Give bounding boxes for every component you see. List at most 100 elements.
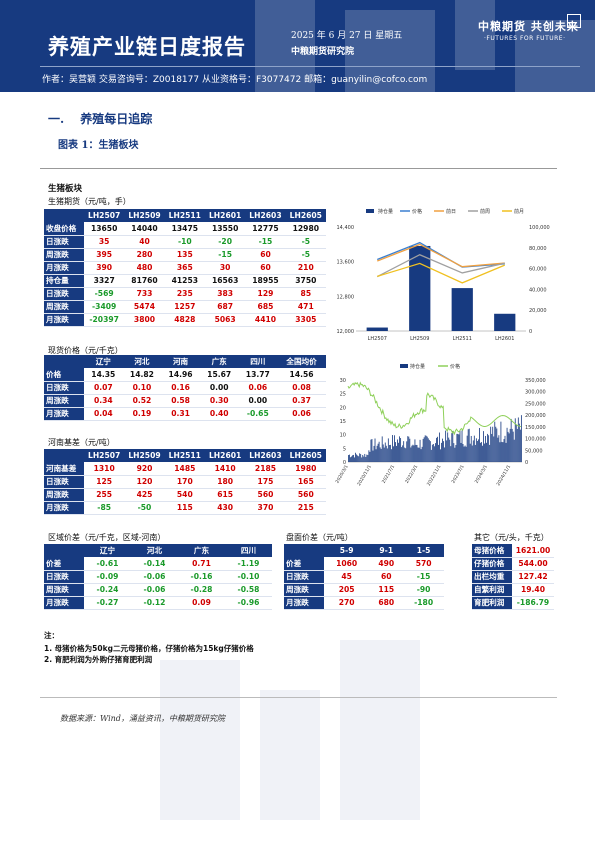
volume-bar xyxy=(509,428,511,462)
column-header xyxy=(284,544,324,557)
table-row: 月涨跌 -85 -50 115 430 370 215 xyxy=(44,501,326,515)
volume-bar xyxy=(385,445,387,462)
table-row: 收盘价格 13650 14040 13475 13550 12775 12980 xyxy=(44,222,326,236)
legend-label: 前月 xyxy=(514,208,524,215)
y-right-tick: 80,000 xyxy=(529,246,547,252)
volume-bar xyxy=(392,435,393,462)
row-header: 月涨跌 xyxy=(44,313,84,327)
volume-bar xyxy=(417,447,419,462)
volume-bar xyxy=(457,433,459,462)
y-right-tick: 0 xyxy=(529,329,532,335)
table-cell: 5063 xyxy=(204,313,246,327)
volume-bar xyxy=(485,435,486,462)
table-cell: 383 xyxy=(204,287,246,301)
row-header: 价格 xyxy=(44,368,84,382)
table-cell: 0.06 xyxy=(277,407,326,421)
column-header: LH2507 xyxy=(84,449,125,462)
volume-bar xyxy=(373,445,375,462)
volume-bar xyxy=(500,421,502,462)
volume-bar xyxy=(482,445,483,462)
table-cell: 0.40 xyxy=(199,407,239,421)
table-row: 自繁利润 19.40 xyxy=(472,583,554,597)
x-tick-label: 2023/7/1 xyxy=(450,464,465,485)
spread-label: 盘面价差（元/吨） xyxy=(286,533,353,542)
volume-bar xyxy=(455,445,457,462)
other-table: 母猪价格 1621.00 仔猪价格 544.00 出栏均重 127.42 自繁利润 19.40… xyxy=(472,544,554,610)
column-header: LH2509 xyxy=(124,449,165,462)
data-source: 数据来源：Wind，涌益资讯，中粮期货研究院 xyxy=(60,714,225,723)
table-row: 日涨跌 -0.09 -0.06 -0.16 -0.10 xyxy=(44,570,272,584)
y-right-tick: 20,000 xyxy=(529,308,547,314)
volume-bar xyxy=(366,454,368,462)
column-header: 河北 xyxy=(131,544,178,557)
futures-chart: 12,000 12,800 13,600 14,400 0 20,000 40,000 60,… xyxy=(337,208,550,342)
logo-text: 中粮期货 共创未来 xyxy=(478,20,579,33)
note-1: 1. 母猪价格为50kg二元母猪价格，仔猪价格为15kg仔猪价格 xyxy=(44,644,254,653)
table-cell: 0.71 xyxy=(178,557,225,571)
table-cell: 685 xyxy=(245,300,286,314)
table-cell: 13650 xyxy=(84,222,125,236)
table-cell: 430 xyxy=(204,501,246,515)
y-right-tick: 0 xyxy=(525,460,528,466)
table-cell: 1410 xyxy=(204,462,246,476)
y-right-tick: 100,000 xyxy=(529,225,550,231)
volume-bar xyxy=(442,438,443,462)
table-row: 日涨跌 45 60 -15 xyxy=(284,570,444,584)
volume-bar xyxy=(518,423,520,462)
column-header: LH2603 xyxy=(245,209,286,222)
figure-title: 图表 1：生猪板块 xyxy=(58,140,139,151)
series-line xyxy=(377,262,506,284)
volume-bar xyxy=(487,433,489,462)
table-cell: -10 xyxy=(164,235,205,249)
spot-label: 现货价格（元/千克） xyxy=(48,346,123,355)
row-header: 周涨跌 xyxy=(284,583,324,597)
volume-bar xyxy=(372,450,374,462)
basis-label: 河南基差（元/吨） xyxy=(48,438,115,447)
x-tick-label: 2022/3/1 xyxy=(404,464,419,485)
volume-bar xyxy=(368,450,370,462)
volume-bar xyxy=(402,445,404,462)
volume-bar xyxy=(397,439,398,462)
row-header: 日涨跌 xyxy=(44,381,84,395)
table-cell: 0.00 xyxy=(238,394,278,408)
table-cell: -0.24 xyxy=(84,583,131,597)
volume-bar xyxy=(460,442,462,462)
volume-bar xyxy=(383,447,385,462)
volume-bar xyxy=(448,437,450,462)
volume-bar xyxy=(511,428,513,462)
volume-bar xyxy=(348,455,349,462)
column-header: 1-5 xyxy=(403,544,444,557)
table-cell: 35 xyxy=(84,235,125,249)
table-cell: 560 xyxy=(245,488,286,502)
volume-bar xyxy=(444,447,446,462)
row-header: 日涨跌 xyxy=(44,570,84,584)
table-cell: 0.07 xyxy=(84,381,123,395)
volume-bar xyxy=(517,417,519,462)
note-2: 2. 育肥利润为外购仔猪育肥利润 xyxy=(44,655,153,664)
table-row: 周涨跌 -0.24 -0.06 -0.28 -0.58 xyxy=(44,583,272,597)
table-cell: -85 xyxy=(84,501,125,515)
row-header: 收盘价格 xyxy=(44,222,84,236)
volume-bar xyxy=(479,427,480,462)
volume-bar xyxy=(394,435,395,462)
volume-bar xyxy=(360,454,362,462)
row-header: 仔猪价格 xyxy=(472,557,512,571)
volume-bar xyxy=(472,440,474,462)
table-cell: 1485 xyxy=(164,462,205,476)
table-cell: 125 xyxy=(84,475,125,489)
volume-bar xyxy=(409,438,411,462)
table-row: 仔猪价格 544.00 xyxy=(472,557,554,571)
column-header: 辽宁 xyxy=(84,544,131,557)
volume-bar xyxy=(432,444,434,462)
volume-bar xyxy=(433,446,435,462)
table-row: 周涨跌 0.34 0.52 0.58 0.30 0.00 0.37 xyxy=(44,394,326,408)
series-line xyxy=(377,243,505,268)
table-cell: 425 xyxy=(124,488,165,502)
volume-bar xyxy=(371,438,373,462)
table-cell: 14.56 xyxy=(277,368,326,382)
volume-bar xyxy=(447,432,449,462)
table-cell: -569 xyxy=(84,287,125,301)
table-cell: -3409 xyxy=(84,300,125,314)
spot-table: 辽宁 河北 河南 广东 四川 全国均价 价格 14.35 14.82 14.96 15.67 13.7… xyxy=(44,355,326,421)
volume-bar xyxy=(469,443,471,462)
